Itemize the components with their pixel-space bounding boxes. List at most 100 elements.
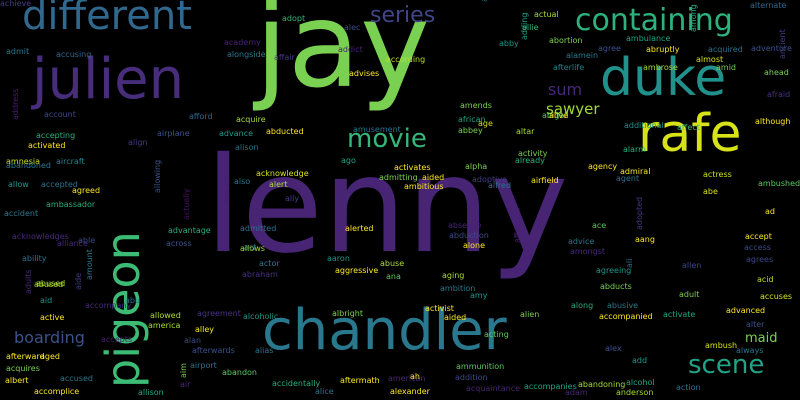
cloud-word: anderson bbox=[616, 388, 654, 397]
cloud-word: altar bbox=[516, 127, 535, 136]
cloud-word: rafe bbox=[638, 104, 742, 164]
cloud-word: aboard bbox=[222, 174, 231, 203]
cloud-word: alan bbox=[184, 336, 202, 345]
cloud-word: airfield bbox=[531, 176, 559, 185]
cloud-word: ambition bbox=[440, 284, 476, 293]
cloud-word: accepted bbox=[41, 180, 78, 189]
cloud-word: academy bbox=[224, 38, 261, 47]
cloud-word: accompany bbox=[85, 301, 132, 310]
cloud-word: accept bbox=[745, 232, 772, 241]
cloud-word: affect bbox=[677, 123, 700, 132]
cloud-word: acquired bbox=[708, 45, 743, 54]
cloud-word: alone bbox=[463, 241, 486, 250]
cloud-word: allow bbox=[8, 180, 29, 189]
cloud-word: acknowledge bbox=[256, 169, 309, 178]
cloud-word: acknowledges bbox=[12, 232, 69, 241]
cloud-word: agent bbox=[616, 174, 640, 183]
cloud-word: jay bbox=[255, 0, 430, 114]
cloud-word: alternate bbox=[750, 1, 787, 10]
cloud-word: activist bbox=[425, 304, 454, 313]
cloud-word: accuses bbox=[760, 292, 793, 301]
cloud-word: accompanies bbox=[524, 382, 577, 391]
cloud-word: alex bbox=[605, 344, 622, 353]
cloud-word: abducted bbox=[266, 127, 304, 136]
cloud-word: amusement bbox=[353, 125, 401, 134]
cloud-word: abby bbox=[499, 39, 519, 48]
cloud-word: allison bbox=[138, 388, 164, 397]
cloud-word: alpha bbox=[465, 162, 488, 171]
cloud-word: already bbox=[515, 156, 545, 165]
cloud-word: ancient bbox=[778, 29, 787, 59]
cloud-word: ah bbox=[410, 372, 420, 381]
cloud-word: amongst bbox=[570, 247, 606, 256]
cloud-word: abusive bbox=[607, 301, 639, 310]
cloud-word: accusing bbox=[56, 50, 92, 59]
cloud-word: ambulance bbox=[626, 34, 671, 43]
cloud-word: adoptive bbox=[472, 175, 507, 184]
cloud-word: across bbox=[166, 239, 192, 248]
cloud-word: activates bbox=[394, 163, 431, 172]
cloud-word: abused bbox=[34, 280, 64, 289]
cloud-word: ambush bbox=[705, 341, 738, 350]
cloud-word: albert bbox=[5, 376, 29, 385]
cloud-word: duke bbox=[600, 48, 727, 108]
cloud-word: alert bbox=[269, 180, 288, 189]
cloud-word: amy bbox=[470, 291, 488, 300]
cloud-word: activity bbox=[518, 149, 548, 158]
cloud-word: act bbox=[244, 243, 257, 252]
cloud-word: ambrose bbox=[643, 63, 678, 72]
cloud-word: america bbox=[148, 321, 181, 330]
cloud-word: alice bbox=[315, 387, 334, 396]
cloud-word: aim bbox=[179, 363, 188, 378]
cloud-word: scene bbox=[688, 350, 765, 380]
cloud-word: aging bbox=[442, 271, 465, 280]
cloud-word: actual bbox=[534, 10, 559, 19]
cloud-word: abused bbox=[36, 279, 66, 288]
cloud-word: accomplice bbox=[34, 387, 80, 396]
cloud-word: alamein bbox=[566, 51, 599, 60]
cloud-word: different bbox=[22, 0, 192, 39]
cloud-word: aftermath bbox=[340, 376, 380, 385]
cloud-word: agreed bbox=[72, 186, 101, 195]
cloud-word: julien bbox=[32, 47, 185, 112]
cloud-word: afford bbox=[189, 112, 213, 121]
cloud-word: agreeing bbox=[596, 266, 632, 275]
cloud-word: adopt bbox=[282, 14, 306, 23]
cloud-word: acting bbox=[484, 330, 509, 339]
cloud-word: abe bbox=[703, 187, 718, 196]
cloud-word: airplane bbox=[157, 129, 190, 138]
cloud-word: abruptly bbox=[646, 45, 680, 54]
cloud-word: lenny bbox=[205, 129, 569, 283]
cloud-word: admitted bbox=[240, 224, 277, 233]
cloud-word: advance bbox=[219, 129, 254, 138]
cloud-word: allen bbox=[682, 261, 702, 270]
cloud-word: additional bbox=[624, 121, 664, 130]
cloud-word: abigail bbox=[542, 111, 569, 120]
cloud-word: alec bbox=[344, 23, 361, 32]
cloud-word: containing bbox=[575, 3, 733, 38]
cloud-word: activated bbox=[28, 141, 66, 150]
cloud-word: agreement bbox=[197, 309, 241, 318]
cloud-word: alerted bbox=[345, 224, 374, 233]
cloud-word: among bbox=[689, 4, 698, 32]
cloud-word: achieve bbox=[0, 0, 32, 8]
cloud-word: along bbox=[571, 301, 594, 310]
cloud-word: alley bbox=[195, 325, 215, 334]
cloud-word: alias bbox=[255, 346, 274, 355]
cloud-word: acid bbox=[757, 275, 774, 284]
cloud-word: advantage bbox=[168, 226, 211, 235]
cloud-word: advice bbox=[568, 237, 595, 246]
cloud-word: alarm bbox=[623, 145, 646, 154]
cloud-word: add bbox=[632, 356, 648, 365]
cloud-word: allowing bbox=[153, 159, 162, 193]
cloud-word: acquires bbox=[6, 364, 40, 373]
cloud-word: airport bbox=[190, 361, 217, 370]
cloud-word: aided bbox=[444, 313, 467, 322]
cloud-word: actress bbox=[703, 170, 732, 179]
cloud-word: accidentally bbox=[272, 379, 321, 388]
cloud-word: alexander bbox=[390, 387, 430, 396]
cloud-word: aggressive bbox=[335, 266, 379, 275]
cloud-word: ana bbox=[386, 272, 401, 281]
cloud-word: always bbox=[736, 346, 764, 355]
cloud-word: afterward bbox=[6, 352, 45, 361]
